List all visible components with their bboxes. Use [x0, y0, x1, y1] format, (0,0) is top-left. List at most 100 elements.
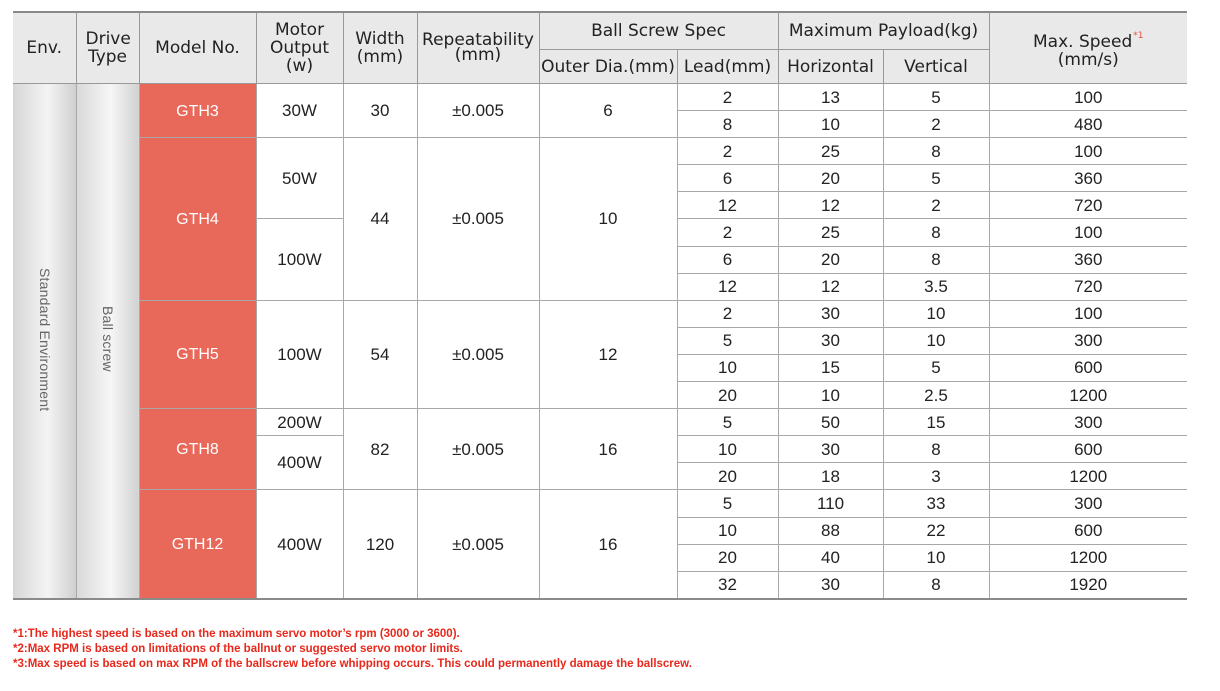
model-name: GTH8 — [176, 441, 219, 459]
spec-table: Env. Drive Type Model No. Motor Output (… — [13, 11, 1187, 600]
model-name: GTH12 — [171, 536, 224, 554]
header-motor-output-label: Motor Output (w) — [269, 20, 330, 76]
max-speed-cell: 360 — [988, 164, 1187, 193]
vertical-payload-cell: 5 — [882, 82, 990, 112]
horizontal-payload-cell: 30 — [777, 326, 884, 355]
motor-output-cell: 100W — [255, 218, 344, 301]
repeatability-cell: ±0.005 — [416, 299, 540, 410]
lead-cell: 10 — [676, 435, 779, 464]
max-speed-cell: 100 — [988, 82, 1187, 112]
max-speed-cell: 360 — [988, 245, 1187, 274]
repeatability-cell: ±0.005 — [416, 489, 540, 600]
lead-cell: 5 — [676, 408, 779, 437]
horizontal-payload-cell: 30 — [777, 299, 884, 328]
horizontal-payload-cell: 25 — [777, 218, 884, 247]
max-speed-cell: 100 — [988, 137, 1187, 166]
max-speed-cell: 1200 — [988, 543, 1187, 572]
vertical-payload-cell: 2.5 — [882, 381, 990, 410]
vertical-payload-cell: 8 — [882, 435, 990, 464]
lead-cell: 10 — [676, 353, 779, 383]
max-speed-cell: 600 — [988, 353, 1187, 383]
lead-cell: 2 — [676, 299, 779, 328]
header-max-speed: Max. Speed*1 (mm/s) — [988, 11, 1187, 84]
max-speed-cell: 480 — [988, 110, 1187, 139]
motor-output-cell: 30W — [255, 82, 344, 139]
max-speed-cell: 1200 — [988, 381, 1187, 410]
vertical-payload-cell: 8 — [882, 570, 990, 600]
horizontal-payload-cell: 12 — [777, 191, 884, 220]
model-name: GTH3 — [176, 102, 219, 120]
max-speed-cell: 1920 — [988, 570, 1187, 600]
horizontal-payload-cell: 10 — [777, 381, 884, 410]
repeatability-cell: ±0.005 — [416, 82, 540, 139]
horizontal-payload-cell: 12 — [777, 272, 884, 301]
horizontal-payload-cell: 40 — [777, 543, 884, 572]
vertical-payload-cell: 10 — [882, 326, 990, 355]
width-cell: 44 — [342, 137, 418, 301]
horizontal-payload-cell: 15 — [777, 353, 884, 383]
header-env: Env. — [13, 11, 77, 84]
table-row: 32 30 8 1920 — [13, 570, 1187, 600]
header-ball-screw-spec: Ball Screw Spec — [538, 11, 779, 50]
lead-cell: 12 — [676, 191, 779, 220]
table-row: 8 10 2 480 — [13, 110, 1187, 139]
vertical-payload-cell: 5 — [882, 164, 990, 193]
header-outer-dia: Outer Dia.(mm) — [539, 49, 678, 84]
outer-dia-cell: 16 — [538, 489, 678, 600]
max-speed-cell: 600 — [988, 516, 1187, 545]
vertical-payload-cell: 8 — [882, 137, 990, 166]
vertical-payload-cell: 5 — [882, 353, 990, 383]
max-speed-cell: 100 — [988, 299, 1187, 328]
header-max-speed-unit: (mm/s) — [1057, 50, 1119, 70]
vertical-payload-cell: 8 — [882, 245, 990, 274]
model-cell: GTH4 — [138, 137, 257, 301]
lead-cell: 32 — [676, 570, 779, 600]
outer-dia-cell: 16 — [538, 408, 678, 491]
vertical-payload-cell: 8 — [882, 218, 990, 247]
header-model-no: Model No. — [138, 11, 257, 84]
vertical-payload-cell: 15 — [882, 408, 990, 437]
header-drive-type: Drive Type — [75, 11, 140, 84]
width-cell: 120 — [342, 489, 418, 600]
footnote-marker: *1 — [1133, 31, 1144, 41]
table-row: 12 12 2 720 — [13, 191, 1187, 220]
header-motor-output: Motor Output (w) — [255, 11, 344, 84]
model-name: GTH4 — [176, 210, 219, 228]
table-row: 5 30 10 300 — [13, 326, 1187, 355]
vertical-payload-cell: 22 — [882, 516, 990, 545]
motor-output-cell: 200W — [255, 408, 344, 437]
table-row: 6 20 8 360 — [13, 245, 1187, 274]
horizontal-payload-cell: 30 — [777, 435, 884, 464]
footnotes: *1:The highest speed is based on the max… — [13, 627, 692, 672]
width-cell: 54 — [342, 299, 418, 410]
horizontal-payload-cell: 88 — [777, 516, 884, 545]
table-row: 20 18 3 1200 — [13, 462, 1187, 491]
max-speed-cell: 300 — [988, 326, 1187, 355]
motor-output-cell: 400W — [255, 489, 344, 600]
table-row: Standard Environment Ball screw GTH3 30W 30 ±… — [13, 82, 1187, 600]
motor-output-cell: 400W — [255, 435, 344, 491]
table-header: Env. Drive Type Model No. Motor Output (… — [13, 11, 1187, 84]
lead-cell: 8 — [676, 110, 779, 139]
vertical-payload-cell: 2 — [882, 191, 990, 220]
vertical-payload-cell: 10 — [882, 543, 990, 572]
max-speed-cell: 300 — [988, 408, 1187, 437]
lead-cell: 5 — [676, 489, 779, 518]
table-row: GTH12 400W 120 ±0.005 16 5 110 33 300 — [13, 489, 1187, 600]
max-speed-cell: 720 — [988, 191, 1187, 220]
horizontal-payload-cell: 30 — [777, 570, 884, 600]
lead-cell: 20 — [676, 381, 779, 410]
header-repeatability-label: Repeatability (mm) — [422, 30, 534, 65]
repeatability-cell: ±0.005 — [416, 408, 540, 491]
lead-cell: 10 — [676, 516, 779, 545]
table-row: 100W 2 25 8 100 — [13, 218, 1187, 301]
lead-cell: 6 — [676, 245, 779, 274]
vertical-payload-cell: 2 — [882, 110, 990, 139]
footnote-2: *2:Max RPM is based on limitations of th… — [13, 643, 463, 655]
horizontal-payload-cell: 13 — [777, 82, 884, 112]
outer-dia-cell: 10 — [538, 137, 678, 301]
env-label: Standard Environment — [36, 267, 53, 412]
header-vertical: Vertical — [882, 49, 990, 84]
lead-cell: 6 — [676, 164, 779, 193]
lead-cell: 12 — [676, 272, 779, 301]
